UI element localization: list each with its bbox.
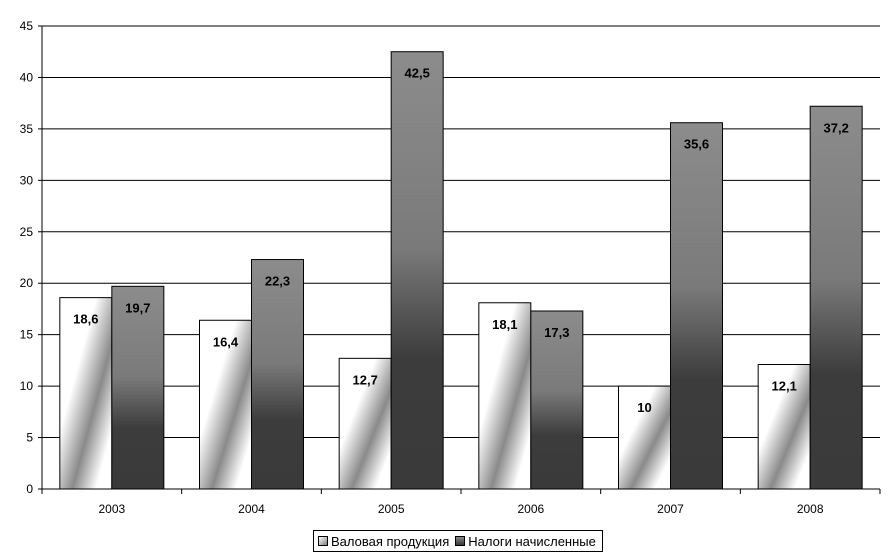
bar-gross-output-2006 (478, 302, 532, 490)
bar-taxes-2005 (390, 51, 444, 490)
x-tick-label: 2003 (98, 502, 125, 516)
data-label: 10 (637, 400, 651, 415)
x-tick-label: 2008 (797, 502, 824, 516)
data-label: 37,2 (824, 120, 849, 135)
data-label: 12,7 (353, 372, 378, 387)
legend-label-series-2: Налоги начисленные (468, 533, 596, 549)
y-tick-label: 40 (20, 70, 34, 84)
bars: 18,6 19,7 16,4 22,3 12,7 42,5 18,1 17,3 10 35,6 12… (59, 51, 863, 490)
data-label: 12,1 (772, 379, 797, 394)
y-tick-label: 5 (26, 431, 33, 445)
data-label: 16,4 (213, 334, 239, 349)
legend-item-series-1: Валовая продукция (318, 534, 449, 549)
y-tick-label: 35 (20, 122, 34, 136)
gridlines (42, 25, 880, 439)
data-label: 17,3 (544, 325, 569, 340)
data-label: 19,7 (125, 300, 150, 315)
x-tick-label: 2007 (657, 502, 684, 516)
x-tick-label: 2005 (378, 502, 405, 516)
x-axis-ticks: 2003 2004 2005 2006 2007 2008 (41, 489, 881, 516)
y-tick-label: 10 (20, 379, 34, 393)
y-tick-label: 45 (20, 19, 34, 33)
y-tick-label: 0 (26, 482, 33, 496)
y-axis-ticks: 0 5 10 15 20 25 30 35 40 45 (20, 19, 42, 496)
x-tick-label: 2004 (238, 502, 265, 516)
axes (41, 26, 880, 490)
data-label: 42,5 (405, 66, 430, 81)
legend: Валовая продукция Налоги начисленные (313, 530, 603, 552)
y-tick-label: 30 (20, 173, 34, 187)
bar-gross-output-2008 (757, 364, 811, 490)
x-tick-label: 2006 (517, 502, 544, 516)
legend-swatch-series-2 (455, 536, 466, 546)
y-tick-label: 15 (20, 328, 34, 342)
bar-gross-output-2003 (59, 297, 113, 490)
bar-taxes-2004 (251, 259, 304, 490)
y-tick-label: 25 (20, 225, 34, 239)
data-label: 35,6 (684, 137, 709, 152)
bar-taxes-2008 (809, 105, 863, 490)
bar-taxes-2003 (111, 285, 165, 490)
bar-taxes-2007 (670, 122, 723, 490)
bar-gross-output-2004 (199, 319, 252, 490)
data-label: 22,3 (265, 274, 290, 289)
legend-item-series-2: Налоги начисленные (455, 534, 596, 549)
data-label: 18,1 (492, 317, 517, 332)
legend-label-series-1: Валовая продукция (331, 533, 450, 549)
legend-swatch-series-1 (318, 536, 328, 546)
data-label: 18,6 (73, 312, 98, 327)
bar-taxes-2006 (530, 310, 584, 490)
bar-gross-output-2005 (338, 357, 392, 490)
y-tick-label: 20 (20, 276, 34, 290)
